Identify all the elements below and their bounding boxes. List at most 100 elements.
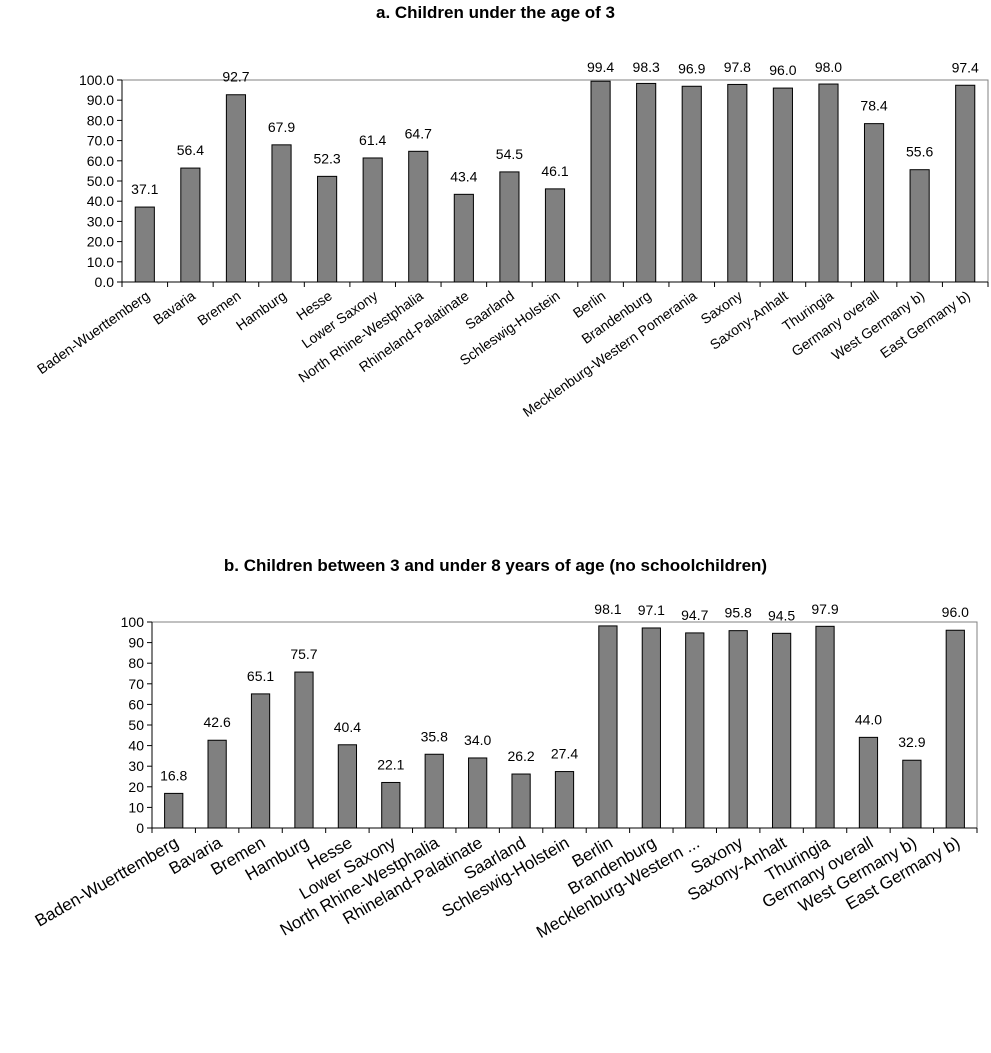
bar bbox=[902, 759, 922, 829]
y-tick-label: 50 bbox=[128, 717, 144, 733]
bar bbox=[771, 632, 792, 829]
data-label: 78.4 bbox=[860, 98, 887, 114]
y-tick-label: 40 bbox=[128, 738, 144, 754]
chart-b-title: b. Children between 3 and under 8 years … bbox=[223, 556, 768, 575]
bar bbox=[815, 625, 835, 829]
y-tick-label: 70.0 bbox=[87, 133, 114, 149]
bar bbox=[424, 753, 444, 829]
bar bbox=[858, 736, 879, 829]
bar bbox=[863, 123, 885, 283]
y-tick-label: 60 bbox=[128, 696, 144, 712]
data-label: 96.9 bbox=[678, 60, 705, 76]
bar bbox=[294, 671, 314, 829]
bar bbox=[180, 167, 201, 283]
data-label: 35.8 bbox=[421, 728, 448, 744]
bar bbox=[636, 82, 657, 283]
data-label: 61.4 bbox=[359, 132, 386, 148]
y-tick-label: 10 bbox=[128, 799, 144, 815]
bar bbox=[598, 625, 618, 829]
data-label: 94.7 bbox=[681, 607, 708, 623]
data-label: 26.2 bbox=[507, 748, 534, 764]
y-tick-label: 80.0 bbox=[87, 112, 114, 128]
y-tick-label: 90.0 bbox=[87, 92, 114, 108]
bar bbox=[317, 175, 338, 283]
y-tick-label: 50.0 bbox=[87, 173, 114, 189]
data-label: 99.4 bbox=[587, 59, 614, 75]
bar bbox=[909, 169, 930, 283]
data-label: 40.4 bbox=[334, 719, 361, 735]
bar bbox=[381, 781, 401, 829]
data-label: 98.1 bbox=[594, 601, 621, 617]
y-tick-label: 20 bbox=[128, 779, 144, 795]
data-label: 67.9 bbox=[268, 119, 295, 135]
data-label: 97.8 bbox=[724, 59, 751, 75]
data-label: 65.1 bbox=[247, 668, 274, 684]
y-tick-label: 0.0 bbox=[95, 274, 115, 290]
bar bbox=[544, 188, 566, 283]
data-label: 43.4 bbox=[450, 168, 477, 184]
y-tick-label: 10.0 bbox=[87, 254, 114, 270]
data-label: 98.0 bbox=[815, 59, 842, 75]
bar bbox=[955, 84, 976, 283]
y-tick-label: 40.0 bbox=[87, 193, 114, 209]
data-label: 37.1 bbox=[131, 181, 158, 197]
category-label: Baden-Wuerttemberg bbox=[32, 833, 182, 931]
y-tick-label: 90 bbox=[128, 635, 144, 651]
data-label: 46.1 bbox=[541, 163, 568, 179]
bar bbox=[408, 150, 429, 283]
bar bbox=[590, 80, 611, 283]
chart-a-title: a. Children under the age of 3 bbox=[376, 3, 615, 22]
y-tick-label: 70 bbox=[128, 676, 144, 692]
bar bbox=[727, 83, 748, 283]
bar bbox=[225, 94, 247, 283]
data-label: 92.7 bbox=[222, 69, 249, 85]
data-label: 56.4 bbox=[177, 142, 204, 158]
bar bbox=[250, 693, 271, 829]
y-tick-label: 80 bbox=[128, 655, 144, 671]
data-label: 97.9 bbox=[811, 601, 838, 617]
data-label: 98.3 bbox=[633, 59, 660, 75]
bar bbox=[554, 771, 575, 829]
bar bbox=[728, 630, 748, 829]
data-label: 96.0 bbox=[942, 604, 969, 620]
data-label: 97.4 bbox=[952, 59, 979, 75]
data-label: 16.8 bbox=[160, 767, 187, 783]
data-label: 52.3 bbox=[313, 150, 340, 166]
bar bbox=[164, 792, 184, 829]
data-label: 55.6 bbox=[906, 144, 933, 160]
bar bbox=[818, 83, 839, 283]
y-tick-label: 60.0 bbox=[87, 153, 114, 169]
bar bbox=[945, 629, 965, 829]
bar bbox=[685, 632, 705, 829]
y-tick-label: 100 bbox=[121, 614, 145, 630]
y-tick-label: 30.0 bbox=[87, 213, 114, 229]
y-tick-label: 0 bbox=[136, 820, 144, 836]
data-label: 75.7 bbox=[290, 646, 317, 662]
bar bbox=[468, 757, 488, 829]
y-tick-label: 30 bbox=[128, 758, 144, 774]
data-label: 97.1 bbox=[638, 602, 665, 618]
data-label: 95.8 bbox=[725, 605, 752, 621]
data-label: 96.0 bbox=[769, 62, 796, 78]
data-label: 42.6 bbox=[204, 714, 231, 730]
data-label: 32.9 bbox=[898, 734, 925, 750]
bar bbox=[499, 171, 520, 283]
data-label: 64.7 bbox=[405, 125, 432, 141]
data-label: 34.0 bbox=[464, 732, 491, 748]
y-tick-label: 100.0 bbox=[79, 72, 114, 88]
data-label: 94.5 bbox=[768, 607, 795, 623]
bar bbox=[362, 157, 383, 283]
bar bbox=[134, 206, 155, 283]
bar bbox=[453, 193, 474, 283]
bar bbox=[772, 87, 793, 283]
bar bbox=[337, 744, 358, 829]
bar bbox=[681, 85, 702, 283]
data-label: 22.1 bbox=[377, 756, 404, 772]
data-label: 27.4 bbox=[551, 746, 578, 762]
y-tick-label: 20.0 bbox=[87, 234, 114, 250]
data-label: 44.0 bbox=[855, 711, 882, 727]
bar bbox=[207, 739, 227, 829]
data-label: 54.5 bbox=[496, 146, 523, 162]
bar bbox=[641, 627, 661, 829]
